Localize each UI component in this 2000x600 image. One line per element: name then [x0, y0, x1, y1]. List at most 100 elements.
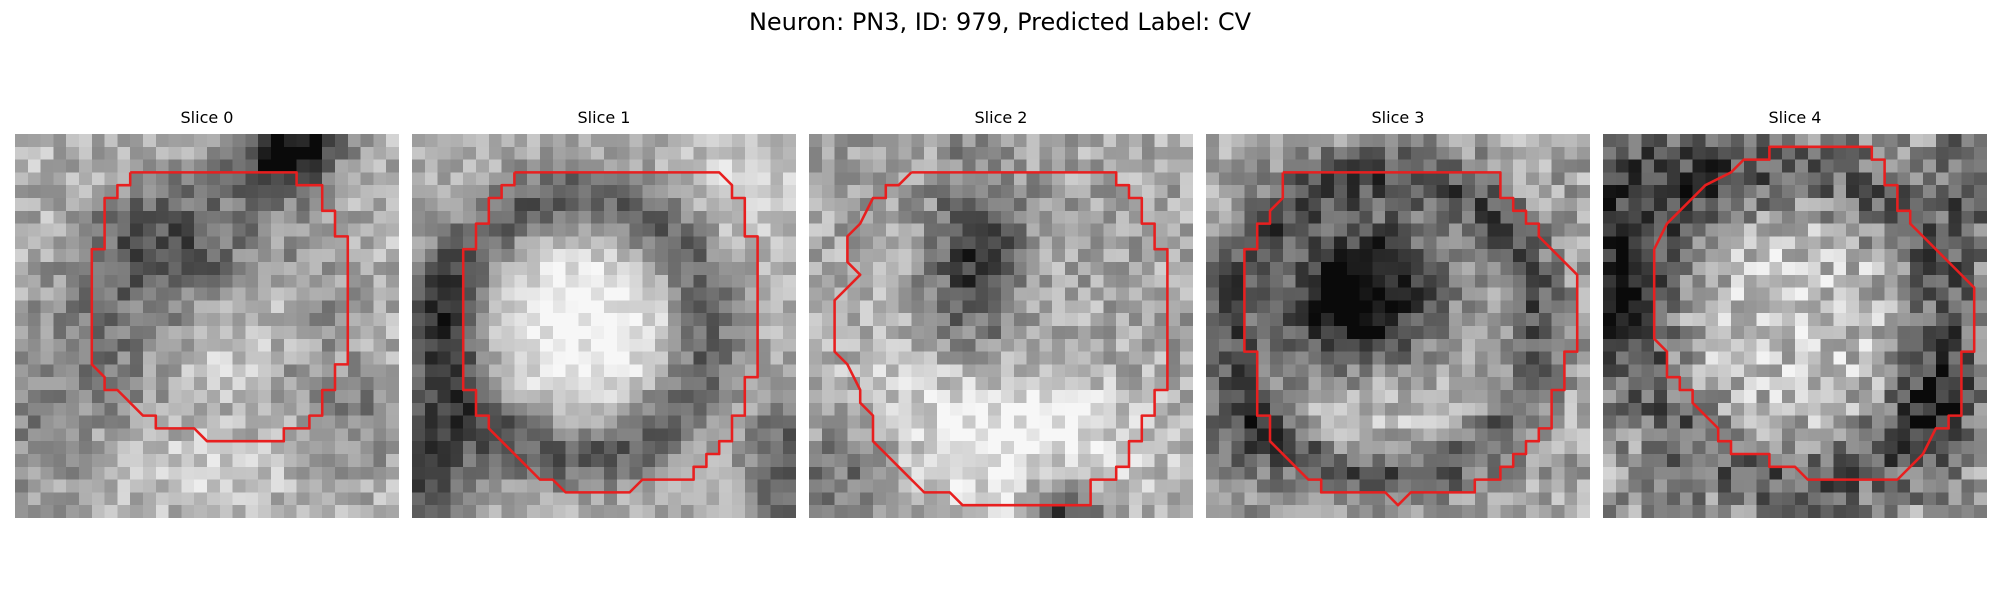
pixel-cell [1692, 159, 1706, 173]
pixel-cell [1743, 402, 1757, 416]
pixel-cell [1679, 223, 1693, 237]
pixel-cell [1385, 505, 1399, 518]
pixel-cell [1731, 198, 1745, 212]
pixel-cell [194, 249, 208, 263]
pixel-cell [1974, 185, 1987, 199]
pixel-cell [1692, 364, 1706, 378]
pixel-cell [1910, 415, 1924, 429]
pixel-cell [1013, 402, 1027, 416]
pixel-cell [245, 300, 259, 314]
pixel-cell [245, 505, 259, 518]
pixel-cell [1538, 428, 1552, 442]
pixel-cell [911, 351, 925, 365]
pixel-cell [27, 159, 41, 173]
pixel-cell [1884, 210, 1898, 224]
pixel-cell [1782, 479, 1796, 493]
pixel-cell [1500, 441, 1514, 455]
pixel-cell [488, 172, 502, 186]
pixel-cell [1884, 146, 1898, 160]
pixel-cell [809, 313, 823, 327]
pixel-cell [1141, 326, 1155, 340]
pixel-cell [770, 479, 784, 493]
pixel-cell [1564, 287, 1578, 301]
pixel-cell [1206, 505, 1220, 518]
pixel-cell [296, 223, 310, 237]
pixel-cell [1090, 364, 1104, 378]
pixel-cell [1129, 313, 1143, 327]
pixel-cell [360, 274, 374, 288]
pixel-cell [1103, 428, 1117, 442]
pixel-cell [744, 134, 758, 148]
pixel-cell [642, 492, 656, 506]
pixel-cell [1423, 159, 1437, 173]
pixel-cell [1013, 428, 1027, 442]
pixel-cell [1641, 351, 1655, 365]
pixel-cell [40, 274, 54, 288]
pixel-cell [1180, 146, 1193, 160]
pixel-cell [1385, 338, 1399, 352]
pixel-cell [1295, 274, 1309, 288]
pixel-cell [386, 428, 399, 442]
pixel-cell [1654, 454, 1668, 468]
pixel-cell [1833, 313, 1847, 327]
pixel-cell [1756, 262, 1770, 276]
pixel-cell [463, 338, 477, 352]
pixel-cell [322, 377, 336, 391]
pixel-cell [1603, 300, 1617, 314]
pixel-cell [1206, 466, 1220, 480]
pixel-cell [424, 415, 438, 429]
pixel-cell [476, 210, 490, 224]
pixel-cell [1052, 441, 1066, 455]
pixel-cell [1628, 313, 1642, 327]
pixel-cell [1654, 492, 1668, 506]
pixel-cell [1513, 415, 1527, 429]
pixel-cell [821, 428, 835, 442]
pixel-cell [450, 210, 464, 224]
pixel-cell [1859, 172, 1873, 186]
pixel-cell [283, 146, 297, 160]
pixel-cell [258, 198, 272, 212]
pixel-cell [296, 492, 310, 506]
pixel-cell [565, 159, 579, 173]
pixel-cell [1833, 300, 1847, 314]
pixel-cell [962, 492, 976, 506]
pixel-cell [1641, 146, 1655, 160]
pixel-cell [1705, 364, 1719, 378]
pixel-cell [552, 262, 566, 276]
pixel-cell [911, 454, 925, 468]
pixel-cell [642, 249, 656, 263]
pixel-cell [360, 287, 374, 301]
pixel-cell [1807, 377, 1821, 391]
pixel-cell [744, 146, 758, 160]
pixel-cell [693, 338, 707, 352]
pixel-cell [1846, 172, 1860, 186]
pixel-cell [885, 313, 899, 327]
pixel-cell [1884, 428, 1898, 442]
pixel-cell [770, 415, 784, 429]
pixel-cell [706, 313, 720, 327]
pixel-cell [1654, 402, 1668, 416]
pixel-cell [1743, 466, 1757, 480]
pixel-cell [1308, 223, 1322, 237]
pixel-cell [898, 454, 912, 468]
pixel-cell [463, 159, 477, 173]
pixel-cell [565, 415, 579, 429]
pixel-cell [1436, 159, 1450, 173]
pixel-cell [1129, 479, 1143, 493]
pixel-cell [309, 274, 323, 288]
pixel-cell [642, 466, 656, 480]
pixel-cell [271, 415, 285, 429]
pixel-cell [232, 492, 246, 506]
pixel-cell [1103, 236, 1117, 250]
pixel-cell [130, 262, 144, 276]
pixel-cell [1436, 134, 1450, 148]
pixel-cell [207, 236, 221, 250]
pixel-cell [143, 146, 157, 160]
pixel-cell [1103, 441, 1117, 455]
pixel-cell [1513, 146, 1527, 160]
pixel-cell [1385, 326, 1399, 340]
pixel-cell [283, 185, 297, 199]
pixel-cell [1500, 377, 1514, 391]
pixel-cell [821, 172, 835, 186]
pixel-cell [1538, 492, 1552, 506]
